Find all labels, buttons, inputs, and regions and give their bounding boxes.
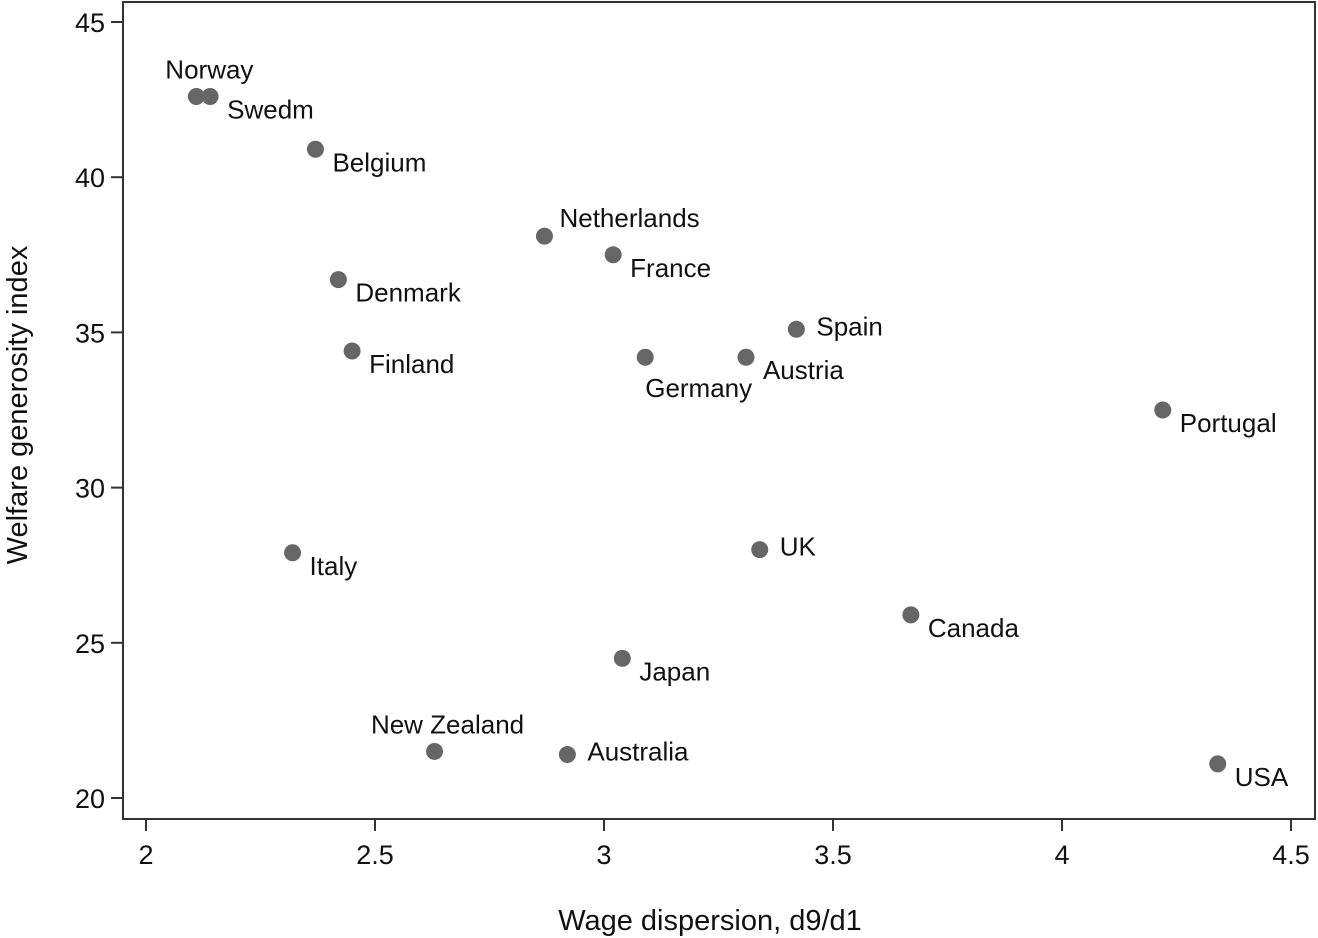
point-marker <box>751 541 769 559</box>
plot-frame <box>122 1 1316 820</box>
x-tick-label: 2.5 <box>356 840 394 870</box>
point-label: Finland <box>369 349 454 379</box>
point-marker <box>201 87 219 105</box>
point-label: Denmark <box>355 278 461 308</box>
point-label: Austria <box>763 355 844 385</box>
point-marker <box>329 271 347 289</box>
point-label: France <box>630 253 711 283</box>
point-marker <box>1209 755 1227 773</box>
y-tick-label: 40 <box>75 163 105 193</box>
x-tick-label: 3.5 <box>814 840 852 870</box>
point-label: Canada <box>928 613 1020 643</box>
point-label: Portugal <box>1180 408 1277 438</box>
x-axis-title: Wage dispersion, d9/d1 <box>558 905 862 937</box>
x-tick-label: 2 <box>138 840 153 870</box>
y-tick-label: 20 <box>75 784 105 814</box>
point-label: Norway <box>165 54 253 84</box>
y-tick-label: 30 <box>75 474 105 504</box>
point-marker <box>284 544 302 562</box>
point-marker <box>737 348 755 366</box>
point-marker <box>787 320 805 338</box>
y-tick-label: 35 <box>75 318 105 348</box>
point-marker <box>636 348 654 366</box>
x-tick-label: 4 <box>1054 840 1069 870</box>
point-label: New Zealand <box>371 709 524 739</box>
point-label: Belgium <box>332 147 426 177</box>
y-tick-label: 45 <box>75 8 105 38</box>
point-label: Australia <box>587 737 689 767</box>
point-label: Italy <box>310 551 358 581</box>
x-tick-label: 3 <box>596 840 611 870</box>
point-label: Germany <box>645 373 752 403</box>
point-marker <box>187 87 205 105</box>
y-axis-title: Welfare generosity index <box>2 245 34 564</box>
point-label: UK <box>780 532 817 562</box>
point-marker <box>902 606 920 624</box>
point-label: Swedm <box>227 94 314 124</box>
point-marker <box>426 742 444 760</box>
point-marker <box>306 140 324 158</box>
point-label: USA <box>1235 762 1289 792</box>
point-marker <box>558 746 576 764</box>
point-marker <box>1154 401 1172 419</box>
y-tick-label: 25 <box>75 629 105 659</box>
point-label: Japan <box>639 656 710 686</box>
x-tick-label: 4.5 <box>1272 840 1310 870</box>
point-marker <box>535 227 553 245</box>
point-marker <box>604 246 622 264</box>
point-marker <box>613 649 631 667</box>
y-axis: 20 25 30 35 40 45 <box>75 8 123 814</box>
point-label: Spain <box>816 311 883 341</box>
point-marker <box>343 342 361 360</box>
data-points: Norway Swedm Belgium Denmark Finland Italy Net… <box>165 54 1289 791</box>
x-axis: 2 2.5 3 3.5 4 4.5 <box>138 819 1310 870</box>
point-label: Netherlands <box>559 203 699 233</box>
